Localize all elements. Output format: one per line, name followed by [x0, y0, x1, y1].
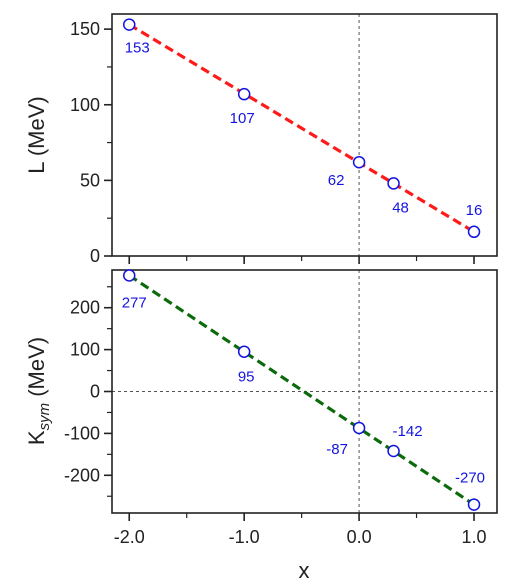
y-tick-label: 50 [80, 170, 100, 190]
x-tick-label: 0.0 [347, 527, 372, 547]
x-tick-label: -2.0 [114, 527, 145, 547]
data-point [237, 345, 251, 358]
y-tick-label: 100 [70, 95, 100, 115]
fit-line [128, 274, 475, 506]
data-point [237, 87, 251, 101]
x-axis-title: x [299, 558, 310, 583]
data-label: 107 [230, 110, 255, 127]
y-tick-label: 0 [90, 382, 100, 402]
data-point [352, 421, 366, 435]
y-tick-label: -100 [64, 423, 100, 443]
bottom-y-axis-title: Ksym (MeV) [24, 337, 53, 445]
y-tick-label: 200 [70, 298, 100, 318]
y-tick-label: -200 [64, 465, 100, 485]
plot-frame [111, 13, 498, 257]
ksym-subscript: sym [36, 403, 53, 431]
data-label: -142 [393, 423, 423, 440]
data-point [352, 155, 366, 169]
data-label: 153 [125, 40, 150, 57]
data-label: 277 [122, 294, 147, 311]
data-label: 16 [466, 202, 483, 219]
x-tick-label: 1.0 [461, 527, 486, 547]
fit-line [128, 23, 475, 234]
y-tick-label: 0 [90, 246, 100, 266]
x-tick-label: -1.0 [229, 527, 260, 547]
y-tick-label: 100 [70, 340, 100, 360]
data-label: -270 [455, 470, 485, 487]
data-label: 62 [328, 172, 345, 189]
data-point [122, 18, 136, 31]
top-y-axis-title: L (MeV) [24, 96, 49, 173]
data-point [467, 498, 481, 511]
top-panel-l: 0 50 100 150 153 107 62 48 16 [70, 13, 498, 266]
data-point [387, 444, 400, 458]
bottom-panel-ksym: -2.0 -1.0 0.0 1.0 -200 -100 0 100 200 277 95 -87 -14… [64, 269, 498, 547]
ksym-unit: (MeV) [24, 337, 49, 403]
data-point [387, 177, 400, 190]
data-label: 95 [238, 369, 255, 386]
ksym-symbol: K [24, 430, 49, 445]
data-point [122, 269, 136, 282]
y-tick-label: 150 [70, 19, 100, 39]
data-label: -87 [326, 441, 348, 458]
data-label: 48 [392, 199, 409, 216]
data-point [467, 225, 481, 239]
